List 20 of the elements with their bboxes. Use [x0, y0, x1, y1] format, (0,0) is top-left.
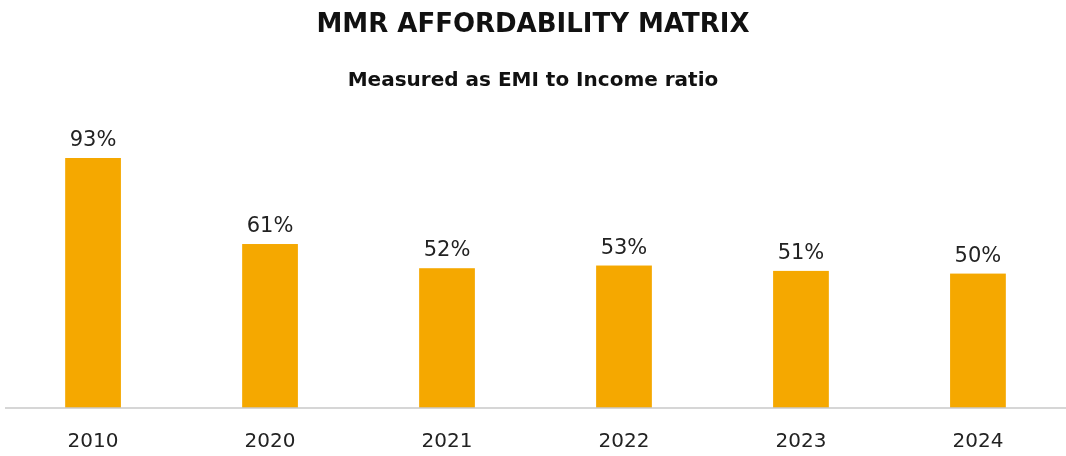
data-label: 51%: [777, 239, 825, 264]
bar: [419, 268, 475, 408]
x-tick-label: 2022: [598, 428, 650, 452]
chart-title: MMR AFFORDABILITY MATRIX: [316, 8, 750, 38]
x-tick-label: 2021: [421, 428, 473, 452]
data-label: 93%: [69, 127, 117, 151]
bar: [596, 265, 652, 408]
x-tick-label: 2010: [67, 428, 119, 452]
x-tick-label: 2020: [244, 428, 296, 452]
bar: [773, 270, 829, 408]
chart-subtitle: Measured as EMI to Income ratio: [347, 67, 719, 91]
bar: [950, 273, 1006, 408]
x-tick-label: 2024: [952, 428, 1004, 452]
data-label: 52%: [423, 237, 471, 262]
bar: [242, 244, 298, 408]
data-label: 50%: [954, 242, 1002, 267]
x-tick-label: 2023: [775, 428, 827, 452]
bar: [65, 158, 121, 408]
data-label: 61%: [246, 213, 294, 238]
data-label: 53%: [600, 234, 648, 259]
